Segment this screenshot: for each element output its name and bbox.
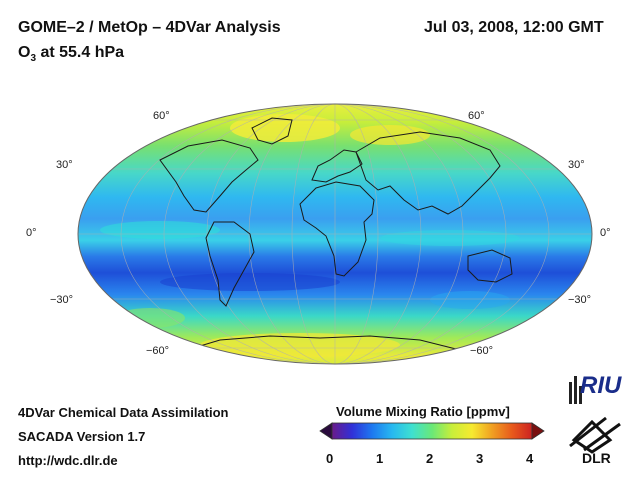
footer-assimilation: 4DVar Chemical Data Assimilation (18, 405, 229, 420)
lat-label-left-0: 0° (26, 227, 37, 239)
coastlines (159, 117, 513, 353)
colorbar-over-arrow (531, 422, 545, 440)
map-subtitle: O3 at 55.4 hPa (18, 44, 124, 64)
colorbar-tick-1: 1 (376, 451, 384, 466)
lat-label-right-minus60: −60° (470, 345, 494, 357)
colorbar (319, 422, 545, 440)
lat-label-right-30: 30° (568, 159, 585, 171)
colorbar-tick-2: 2 (426, 451, 434, 466)
riu-logo-text: RIU (580, 372, 622, 399)
colorbar-tick-4: 4 (526, 451, 534, 466)
lat-label-left-minus30: −30° (50, 294, 74, 306)
pressure-label: at 55.4 hPa (36, 44, 125, 61)
riu-logo-mark-icon (569, 376, 582, 404)
lat-label-left-minus60: −60° (146, 345, 170, 357)
dlr-logo: DLR (566, 412, 630, 470)
colorbar-tick-0: 0 (326, 451, 334, 466)
lat-label-right-60: 60° (468, 110, 485, 122)
lat-label-left-60: 60° (153, 110, 170, 122)
colorbar-title: Volume Mixing Ratio [ppmv] (336, 404, 510, 419)
graticule (78, 104, 592, 364)
lat-label-right-0: 0° (600, 227, 611, 239)
species-label: O (18, 44, 31, 61)
map-datetime: Jul 03, 2008, 12:00 GMT (424, 19, 604, 36)
ozone-map (77, 103, 593, 365)
footer-version: SACADA Version 1.7 (18, 429, 146, 444)
lat-label-right-minus30: −30° (568, 294, 592, 306)
footer-url[interactable]: http://wdc.dlr.de (18, 453, 118, 468)
species-subscript: 3 (30, 53, 37, 65)
map-title: GOME–2 / MetOp – 4DVar Analysis (18, 19, 281, 36)
colorbar-bar (331, 422, 533, 440)
colorbar-tick-3: 3 (476, 451, 484, 466)
dlr-logo-text: DLR (582, 450, 611, 466)
riu-logo: RIU (566, 372, 630, 406)
globe-outline (77, 103, 593, 365)
dlr-logo-mark-icon (569, 416, 621, 454)
colorbar-under-arrow (319, 422, 333, 440)
lat-label-left-30: 30° (56, 159, 73, 171)
